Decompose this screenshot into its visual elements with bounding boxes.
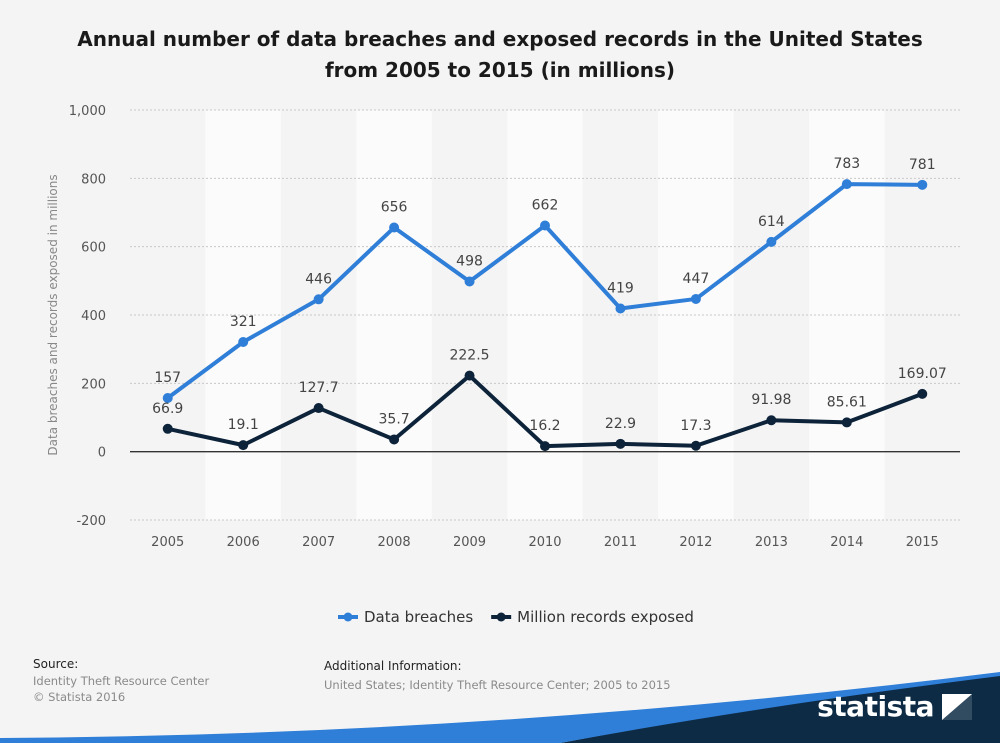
data-label: 781 [909,157,936,173]
x-tick-label: 2014 [830,535,863,550]
data-point [615,303,626,314]
x-tick-label: 2012 [679,535,712,550]
y-tick-label: 200 [81,377,106,392]
info-line: United States; Identity Theft Resource C… [324,678,671,692]
source-heading: Source: [33,657,79,671]
data-label: 16.2 [529,418,560,434]
brand-mark-icon [942,693,972,720]
data-point [238,440,249,451]
data-label: 419 [607,281,634,297]
y-tick-label: 0 [98,446,106,461]
y-tick-label: 600 [81,241,106,256]
data-point [162,423,173,434]
x-tick-label: 2013 [755,535,788,550]
statista-logo: statista [817,690,972,723]
data-label: 91.98 [751,392,791,408]
data-label: 662 [532,197,559,213]
data-point [313,294,324,305]
data-point [615,438,626,449]
x-tick-label: 2005 [151,535,184,550]
x-tick-label: 2015 [906,535,939,550]
brand-band-accent [0,672,1000,743]
x-tick-label: 2007 [302,535,335,550]
x-tick-label: 2011 [604,535,637,550]
data-label: 19.1 [228,417,259,433]
data-point [389,222,400,233]
data-point [917,388,928,399]
x-tick-label: 2010 [528,535,561,550]
data-label: 35.7 [379,411,410,427]
legend-label: Data breaches [364,608,473,626]
y-axis-label: Data breaches and records exposed in mil… [46,174,60,455]
grid-lines [130,109,960,521]
data-point [540,220,550,231]
data-label: 66.9 [152,401,183,417]
data-point [690,440,701,451]
data-label: 783 [833,156,860,172]
legend-label: Million records exposed [517,608,694,626]
data-label: 498 [456,254,483,270]
y-tick-label: 1,000 [69,104,106,119]
data-label: 157 [154,370,181,386]
data-point [766,415,777,426]
data-labels: 157 321 446 656 498 662 419 447 614 783 781 66.9 19.… [152,156,947,434]
source-line-2: © Statista 2016 [33,690,126,704]
series-points [162,179,928,452]
data-label: 446 [305,271,332,287]
y-tick-label: 400 [81,309,106,324]
data-label: 17.3 [680,418,711,434]
data-label: 169.07 [898,366,947,382]
data-label: 656 [381,200,408,216]
data-point [540,441,550,452]
brand-name: statista [817,690,934,723]
data-point [238,336,249,347]
legend-swatch-marker [343,612,353,622]
source-line-1: Identity Theft Resource Center [33,674,210,688]
x-tick-label: 2006 [227,535,260,550]
data-point [313,403,324,414]
x-tick-label: 2008 [378,535,411,550]
data-point [162,393,173,404]
data-label: 614 [758,214,785,230]
data-label: 127.7 [299,380,339,396]
legend: Data breaches Million records exposed [338,608,694,626]
info-heading: Additional Information: [324,659,462,673]
data-point [917,179,928,190]
y-axis-ticks: -200 0 200 400 600 800 1,000 [69,104,106,529]
y-tick-label: 800 [81,172,106,187]
data-label: 222.5 [449,348,489,364]
data-point [841,179,852,190]
data-point [766,236,777,247]
data-point [464,276,475,287]
legend-swatch-marker [496,612,506,622]
y-tick-label: -200 [76,514,106,529]
x-tick-label: 2009 [453,535,486,550]
data-label: 321 [230,314,257,330]
data-point [690,293,701,304]
data-label: 22.9 [605,416,636,432]
brand-band [560,675,1000,743]
data-point [464,370,475,381]
data-label: 85.61 [827,394,867,410]
chart-title: Annual number of data breaches and expos… [77,27,923,82]
x-axis-ticks: 2005 2006 2007 2008 2009 2010 2011 2012 2013 2014… [151,535,939,550]
data-point [389,434,400,445]
data-point [841,417,852,428]
data-label: 447 [683,271,710,287]
